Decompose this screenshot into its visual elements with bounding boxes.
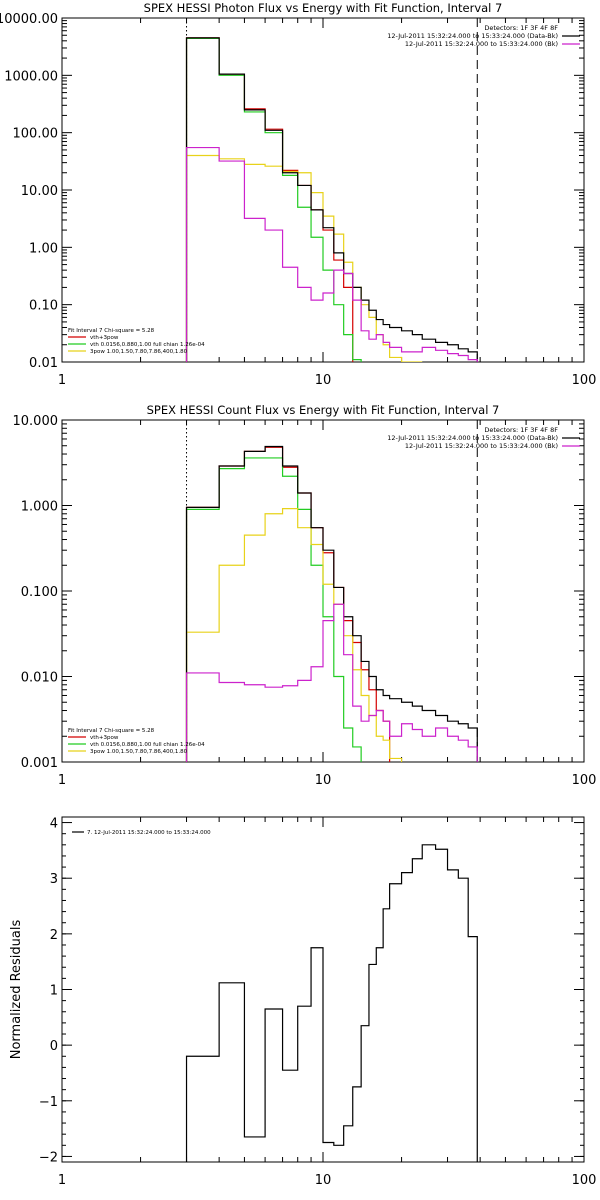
series-vth-3pow (185, 446, 391, 762)
chart-title: SPEX HESSI Photon Flux vs Energy with Fi… (144, 1, 503, 15)
series-group (185, 844, 478, 1162)
legend-entry: Fit Interval 7 Chi-square = 5.28 (68, 728, 155, 734)
y-tick-label: 0.10 (29, 299, 58, 314)
x-tick-label: 1 (58, 773, 66, 788)
series-data (185, 445, 478, 762)
y-tick-label: 1.00 (29, 241, 58, 256)
y-tick-label: 10.00 (21, 184, 58, 199)
info-text-line: 12-Jul-2011 15:32:24.000 to 15:33:24.000… (387, 434, 558, 442)
legend-entry: vth+3pow (90, 335, 119, 341)
y-tick-label: 4 (50, 817, 58, 832)
series-3pow (185, 507, 403, 762)
legend-entry: 3pow 1.00,1.50,7.80,7.86,400,1.80 (90, 349, 188, 355)
y-tick-label: 0.01 (29, 356, 58, 371)
y-tick-label: 10000.00 (0, 12, 58, 27)
x-tick-label: 10 (315, 373, 332, 388)
y-tick-label: 2 (50, 928, 58, 943)
series-3pow (185, 154, 423, 362)
y-tick-label: 3 (50, 872, 58, 887)
x-tick-label: 10 (315, 1173, 332, 1188)
series-vth (185, 457, 362, 762)
legend-entry: 3pow 1.00,1.50,7.80,7.86,400,1.80 (90, 749, 188, 755)
y-tick-label: −1 (39, 1095, 58, 1110)
y-tick-label: 1000.00 (4, 69, 58, 84)
series-group (185, 37, 478, 362)
chart-3: 1 10 100 −2 −1 0 1 2 3 4 Normalized Residuals 7. 12… (9, 816, 597, 1188)
plot-frame (61, 17, 585, 363)
legend-entry: Fit Interval 7 Chi-square = 5.28 (68, 328, 155, 334)
y-tick-label: 0.010 (21, 671, 58, 686)
x-tick-label: 1 (58, 373, 66, 388)
legend-entry: 7. 12-Jul-2011 15:32:24.000 to 15:33:24.… (87, 830, 211, 836)
y-tick-label: 100.00 (13, 127, 59, 142)
y-tick-label: 0.100 (21, 585, 58, 600)
y-axis-label: Normalized Residuals (9, 920, 24, 1060)
y-tick-label: −2 (39, 1150, 58, 1165)
series-7-12-jul-2011-15-32-24-000-to-15-33-24-000 (185, 844, 478, 1162)
legend-entry: vth+3pow (90, 735, 119, 741)
series-bk (185, 603, 478, 762)
legend-entry: vth 0.0156,0.880,1.00 full chian 1.26e-0… (90, 742, 205, 748)
series-data (185, 37, 478, 362)
y-tick-label: 0.001 (21, 756, 58, 771)
x-tick-label: 1 (58, 1173, 66, 1188)
y-tick-label: 0 (50, 1039, 58, 1054)
x-tick-label: 10 (315, 773, 332, 788)
x-tick-label: 100 (572, 1173, 597, 1188)
info-text-line: 12-Jul-2011 15:32:24.000 to 15:33:24.000… (405, 40, 558, 48)
info-text-line: 12-Jul-2011 15:32:24.000 to 15:33:24.000… (405, 442, 558, 450)
chart-1: SPEX HESSI Photon Flux vs Energy with Fi… (0, 1, 596, 388)
info-text-line: Detectors: 1F 3F 4F 8F (484, 24, 558, 32)
series-vth-3pow (185, 37, 354, 362)
x-tick-label: 100 (572, 773, 597, 788)
y-tick-label: 1.000 (21, 500, 58, 515)
info-text-line: 12-Jul-2011 15:32:24.000 to 15:33:24.000… (387, 32, 558, 40)
legend-entry: vth 0.0156,0.880,1.00 full chian 1.26e-0… (90, 342, 205, 348)
series-vth (185, 37, 362, 362)
info-text-line: Detectors: 1F 3F 4F 8F (484, 426, 558, 434)
chart-title: SPEX HESSI Count Flux vs Energy with Fit… (147, 403, 500, 417)
series-bk (185, 146, 478, 362)
chart-2: SPEX HESSI Count Flux vs Energy with Fit… (13, 403, 597, 788)
x-tick-label: 100 (572, 373, 597, 388)
y-tick-label: 10.000 (13, 414, 59, 429)
series-group (185, 445, 478, 762)
y-tick-label: 1 (50, 984, 58, 999)
